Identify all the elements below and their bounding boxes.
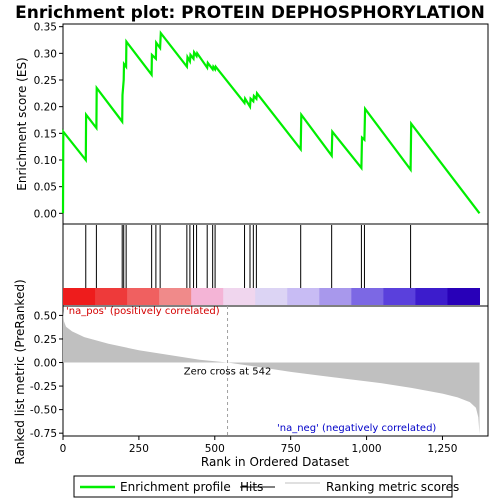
es-y-tick-label: 0.05 bbox=[34, 182, 57, 194]
es-y-tick-label: 0.10 bbox=[34, 155, 57, 167]
es-y-tick-label: 0.30 bbox=[34, 48, 57, 60]
es-y-tick-label: 0.35 bbox=[34, 22, 57, 34]
color-band-segment bbox=[95, 288, 128, 305]
color-band-segment bbox=[287, 288, 320, 305]
x-ticks: 0 250 500 750 1,000 1,250 bbox=[60, 436, 457, 455]
x-axis-label: Rank in Ordered Dataset bbox=[201, 455, 349, 469]
x-tick-label: 750 bbox=[281, 443, 301, 455]
ranking-color-band bbox=[63, 288, 480, 305]
x-tick-label: 250 bbox=[129, 443, 149, 455]
ranking-metric-area bbox=[63, 310, 480, 435]
color-band-segment bbox=[319, 288, 352, 305]
legend-hits-label: Hits bbox=[240, 480, 263, 494]
enrichment-profile-line bbox=[61, 30, 481, 214]
es-y-tick-label: 0.00 bbox=[34, 208, 57, 220]
color-band-segment bbox=[63, 288, 96, 305]
color-band-segment bbox=[127, 288, 160, 305]
metric-y-tick-label: 0.00 bbox=[34, 358, 57, 370]
legend-ranking-label: Ranking metric scores bbox=[326, 480, 459, 494]
chart-title: Enrichment plot: PROTEIN DEPHOSPHORYLATI… bbox=[15, 3, 485, 23]
es-y-tick-label: 0.20 bbox=[34, 102, 57, 114]
color-band-segment bbox=[351, 288, 384, 305]
color-band-segment bbox=[415, 288, 448, 305]
legend-enrichment-label: Enrichment profile bbox=[120, 480, 231, 494]
x-tick-label: 500 bbox=[205, 443, 225, 455]
pos-correlated-label: 'na_pos' (positively correlated) bbox=[66, 306, 220, 317]
es-y-tick-label: 0.25 bbox=[34, 75, 57, 87]
color-band-segment bbox=[383, 288, 416, 305]
metric-y-axis-label: Ranked list metric (PreRanked) bbox=[13, 279, 27, 464]
color-band-segment bbox=[447, 288, 480, 305]
es-panel: 0.00 0.05 0.10 0.15 0.20 0.25 0.30 0.35 Enrichm… bbox=[15, 22, 489, 225]
metric-y-ticks: -0.75 -0.50 -0.25 0.00 0.25 0.50 bbox=[30, 310, 63, 440]
color-band-segment bbox=[223, 288, 256, 305]
metric-y-tick-label: 0.25 bbox=[34, 334, 57, 346]
es-y-tick-label: 0.15 bbox=[34, 128, 57, 140]
x-tick-label: 1,000 bbox=[352, 443, 382, 455]
es-y-ticks: 0.00 0.05 0.10 0.15 0.20 0.25 0.30 0.35 bbox=[34, 22, 63, 220]
metric-y-tick-label: -0.25 bbox=[30, 381, 57, 393]
color-band-segment bbox=[191, 288, 224, 305]
color-band-segment bbox=[159, 288, 192, 305]
hits-panel bbox=[62, 223, 489, 307]
es-y-axis-label: Enrichment score (ES) bbox=[15, 57, 29, 190]
metric-y-tick-label: -0.50 bbox=[30, 405, 57, 417]
x-tick-label: 1,250 bbox=[427, 443, 457, 455]
x-tick-label: 0 bbox=[60, 443, 67, 455]
zero-cross-label: Zero cross at 542 bbox=[184, 367, 272, 378]
color-band-segment bbox=[255, 288, 288, 305]
legend: Enrichment profile Hits Ranking metric s… bbox=[73, 475, 459, 498]
metric-y-tick-label: -0.75 bbox=[30, 428, 57, 440]
es-panel-frame bbox=[62, 23, 489, 225]
metric-panel: -0.75 -0.50 -0.25 0.00 0.25 0.50 'na_pos' (po… bbox=[13, 279, 489, 465]
hit-markers bbox=[85, 225, 412, 288]
metric-y-tick-label: 0.50 bbox=[34, 310, 57, 322]
neg-correlated-label: 'na_neg' (negatively correlated) bbox=[277, 423, 436, 434]
